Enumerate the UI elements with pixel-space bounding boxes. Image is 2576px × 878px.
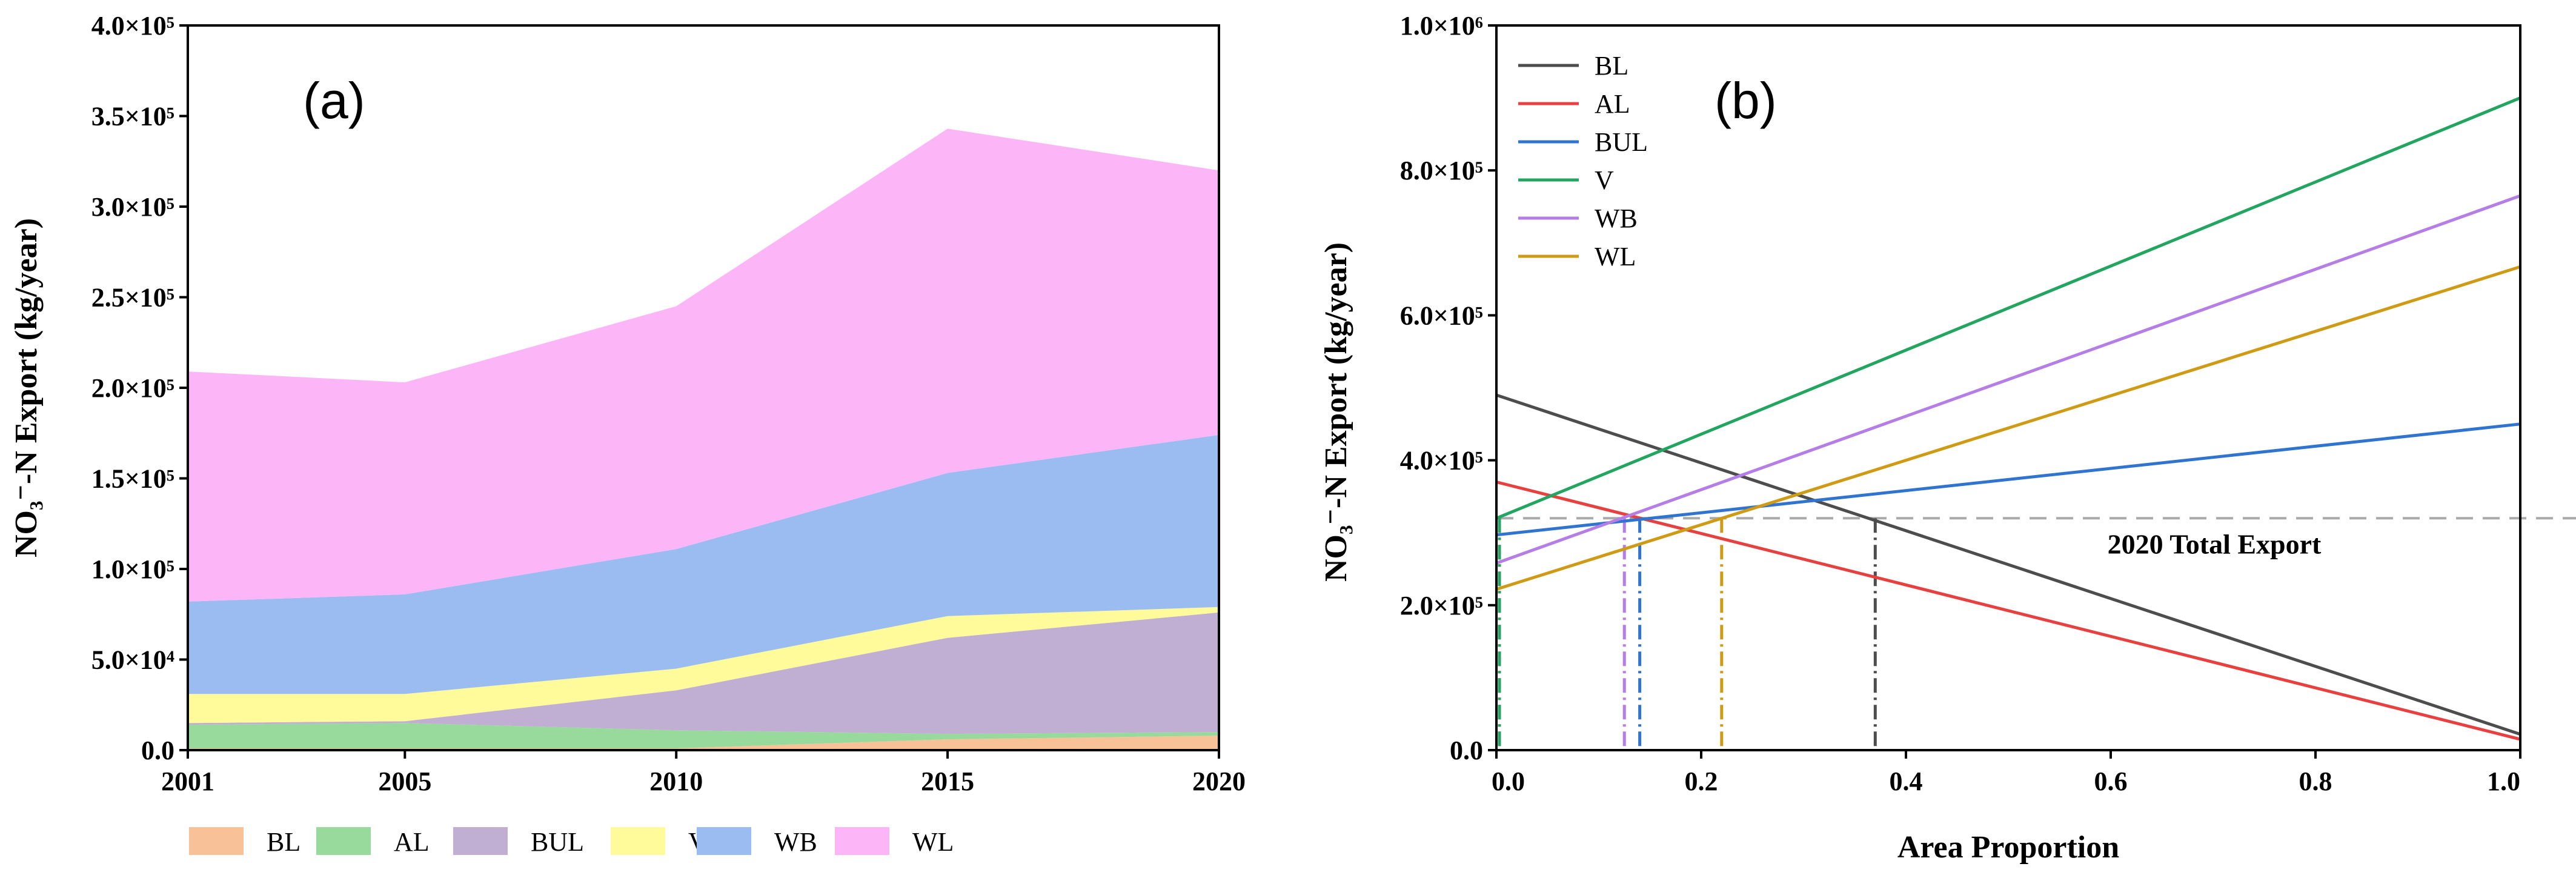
reference-line-label: 2020 Total Export <box>2108 528 2322 559</box>
y-tick-label: 0.0 <box>141 736 174 765</box>
panel-b-x-axis: 0.0 0.2 0.4 0.6 0.8 1.0 <box>1492 750 2521 796</box>
area-layers <box>188 128 1219 750</box>
x-tick-label: 0.8 <box>2299 767 2332 796</box>
area-al <box>188 723 1219 748</box>
series-line-v <box>1496 96 2521 520</box>
legend-label-bl: BL <box>1595 51 1628 81</box>
x-tick-label: 0.0 <box>1492 767 1525 796</box>
panel-a-y-axis: 0.0 5.0×10⁴ 1.0×10⁵ 1.5×10⁵ 2.0×10⁵ 2.5×10⁵ 3.… <box>91 11 188 765</box>
legend-label-wl: WL <box>912 827 954 857</box>
x-tick-label: 2015 <box>921 767 974 796</box>
series-line-bul <box>1496 422 2521 537</box>
area-wb <box>188 434 1219 694</box>
panel-b-y-axis: 0.0 2.0×10⁵ 4.0×10⁵ 6.0×10⁵ 8.0×10⁵ 1.0×10⁶ <box>1400 11 1496 765</box>
legend-swatch-wb <box>697 827 751 855</box>
panel-b-x-axis-title: Area Proportion <box>1897 830 2119 865</box>
panel-b-label: (b) <box>1715 72 1777 129</box>
legend-label-bul: BUL <box>1595 127 1648 157</box>
panel-a-x-axis: 2001 2005 2010 2015 2020 <box>161 750 1246 796</box>
y-tick-label: 2.5×10⁵ <box>91 283 174 313</box>
legend-label-bul: BUL <box>531 827 584 857</box>
series-line-al <box>1496 481 2521 741</box>
series-line-wb <box>1496 194 2521 565</box>
y-tick-label: 0.0 <box>1450 736 1483 765</box>
y-tick-label: 4.0×10⁵ <box>1400 446 1483 476</box>
x-tick-label: 2001 <box>161 767 214 796</box>
area-bul <box>188 612 1219 734</box>
y-tick-label: 5.0×10⁴ <box>91 645 174 675</box>
panel-a-area-chart: 0.0 5.0×10⁴ 1.0×10⁵ 1.5×10⁵ 2.0×10⁵ 2.5×10⁵ 3.… <box>9 11 1246 857</box>
panel-b-legend: BL AL BUL V WB WL <box>1518 51 1648 271</box>
x-tick-label: 2020 <box>1192 767 1246 796</box>
legend-swatch-bl <box>189 827 244 855</box>
x-tick-label: 0.4 <box>1890 767 1923 796</box>
x-tick-label: 0.2 <box>1685 767 1718 796</box>
panel-b-y-axis-title: NO₃⁻-N Export (kg/year) <box>1319 242 1353 582</box>
area-wl <box>188 128 1219 602</box>
x-tick-label: 2005 <box>378 767 431 796</box>
x-tick-label: 1.0 <box>2487 767 2520 796</box>
panel-a-y-axis-title: NO₃⁻-N Export (kg/year) <box>9 218 44 557</box>
area-v <box>188 607 1219 723</box>
legend-label-bl: BL <box>267 827 300 857</box>
intersection-drop-lines <box>1498 518 1877 750</box>
legend-swatch-wl <box>835 827 889 855</box>
x-tick-label: 0.6 <box>2094 767 2128 796</box>
legend-label-wl: WL <box>1595 242 1636 271</box>
x-tick-label: 2010 <box>649 767 703 796</box>
y-tick-label: 2.0×10⁵ <box>91 373 174 403</box>
legend-label-al: AL <box>1595 89 1630 119</box>
legend-swatch-al <box>316 827 371 855</box>
y-tick-label: 3.0×10⁵ <box>91 192 174 222</box>
legend-label-wb: WB <box>1595 204 1638 233</box>
y-tick-label: 8.0×10⁵ <box>1400 156 1483 185</box>
legend-label-wb: WB <box>774 827 817 857</box>
reference-line-group: 2020 Total Export <box>1496 517 2576 559</box>
y-tick-label: 2.0×10⁵ <box>1400 591 1483 620</box>
series-lines <box>1496 96 2521 741</box>
area-bl <box>188 736 1219 750</box>
series-line-wl <box>1496 265 2521 591</box>
panel-a-label: (a) <box>303 72 365 129</box>
series-line-bl <box>1496 393 2521 736</box>
y-tick-label: 1.0×10⁵ <box>91 554 174 584</box>
y-tick-label: 1.0×10⁶ <box>1400 11 1483 41</box>
y-tick-label: 6.0×10⁵ <box>1400 301 1483 330</box>
panel-b-frame <box>1495 24 2521 751</box>
legend-swatch-bul <box>453 827 508 855</box>
legend-swatch-v <box>611 827 665 855</box>
legend-label-v: V <box>1595 165 1614 195</box>
panel-b-line-chart: 2020 Total Export 0.0 2.0×10⁵ 4.0×10⁵ 6.0×1… <box>1319 11 2576 865</box>
legend-label-al: AL <box>394 827 430 857</box>
y-tick-label: 4.0×10⁵ <box>91 11 174 41</box>
y-tick-label: 3.5×10⁵ <box>91 102 174 131</box>
y-tick-label: 1.5×10⁵ <box>91 464 174 494</box>
